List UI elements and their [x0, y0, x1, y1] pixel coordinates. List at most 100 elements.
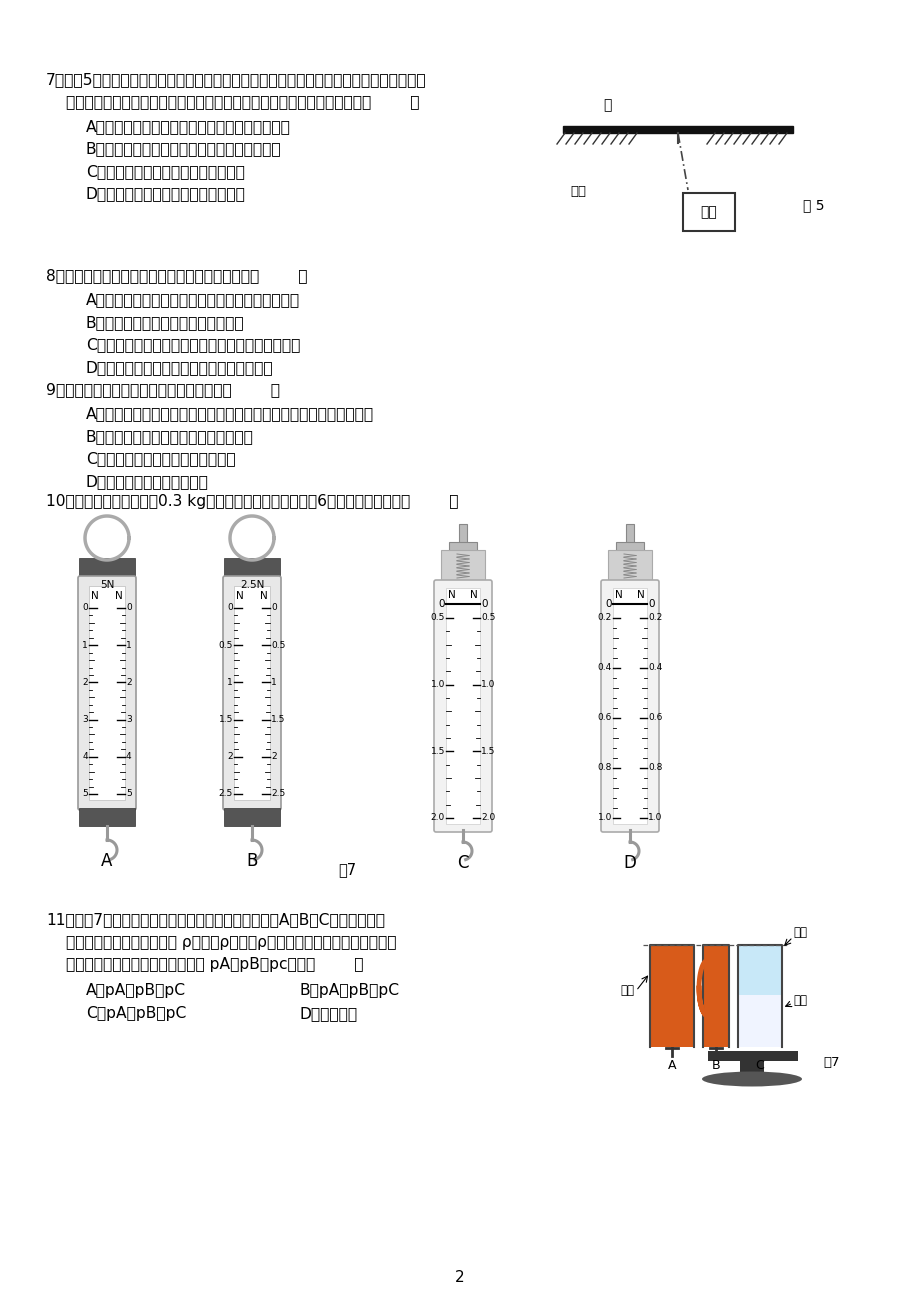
Text: D: D — [623, 854, 636, 872]
Text: 1.0: 1.0 — [481, 680, 494, 689]
FancyBboxPatch shape — [600, 579, 658, 832]
Text: 0: 0 — [271, 604, 277, 612]
Text: 图7: 图7 — [823, 1056, 839, 1069]
Text: 0: 0 — [126, 604, 131, 612]
Text: 水、清水和酒精（已知密度 ρ盐水＞ρ清水＞ρ酒精），三个容器中液面相平，: 水、清水和酒精（已知密度 ρ盐水＞ρ清水＞ρ酒精），三个容器中液面相平， — [66, 935, 396, 949]
Text: 0.4: 0.4 — [647, 664, 662, 673]
Text: 2: 2 — [227, 753, 233, 762]
Text: 0: 0 — [82, 604, 88, 612]
Text: 1.0: 1.0 — [647, 814, 662, 823]
Text: 0.4: 0.4 — [597, 664, 611, 673]
Text: 0: 0 — [481, 599, 487, 609]
Text: A．自行车沿平路匀速前进时，不再踩脚蹬，车还能继续前行一段距离: A．自行车沿平路匀速前进时，不再踩脚蹬，车还能继续前行一段距离 — [85, 406, 374, 422]
Text: 1.0: 1.0 — [430, 680, 445, 689]
Text: 盐水: 盐水 — [619, 984, 633, 997]
Text: D．小车前排乘客使用安全带: D．小车前排乘客使用安全带 — [85, 474, 209, 490]
Text: C: C — [754, 1059, 764, 1072]
Text: 2.0: 2.0 — [430, 814, 445, 823]
Text: 左: 左 — [602, 98, 611, 112]
Text: 细绳: 细绳 — [570, 185, 585, 198]
Text: B．左边桌面对棒左端的支持力和绳对棒的拉力: B．左边桌面对棒左端的支持力和绳对棒的拉力 — [85, 142, 281, 156]
Text: N: N — [91, 591, 98, 602]
Text: N: N — [637, 590, 644, 600]
Text: 10．一个苹果的质量约为0.3 kg，要测量该苹果的重力，图6中最适合的器材是（        ）: 10．一个苹果的质量约为0.3 kg，要测量该苹果的重力，图6中最适合的器材是（… — [46, 493, 458, 509]
Text: 0.6: 0.6 — [597, 713, 611, 723]
Bar — [637, 893, 882, 1078]
Text: B: B — [711, 1059, 720, 1072]
Text: 1: 1 — [126, 641, 131, 650]
Text: 5: 5 — [126, 789, 131, 798]
Text: 4: 4 — [126, 753, 131, 762]
Bar — [625, 523, 633, 553]
Text: 0.5: 0.5 — [271, 641, 285, 650]
Text: 3: 3 — [126, 715, 131, 724]
Text: 0: 0 — [438, 599, 445, 609]
Bar — [440, 549, 484, 585]
Text: 架在两张桌面上，此时硬棒、书包处于静止状态。以下属于二力平衡的是（        ）: 架在两张桌面上，此时硬棒、书包处于静止状态。以下属于二力平衡的是（ ） — [66, 95, 419, 109]
Text: C．下坡时自行车速度越来越大是由于阻力越来越小: C．下坡时自行车速度越来越大是由于阻力越来越小 — [85, 337, 300, 353]
Text: 0.8: 0.8 — [647, 763, 662, 772]
Text: N: N — [236, 591, 244, 602]
Text: B．跳远运动员快速助跑后，能跳得更远: B．跳远运动员快速助跑后，能跳得更远 — [85, 428, 254, 444]
Text: N: N — [614, 590, 622, 600]
Text: D．绳对书包的拉力和书包对绳的拉力: D．绳对书包的拉力和书包对绳的拉力 — [85, 186, 245, 202]
Text: 7．如图5所示，一书包挂在一根轻质硬棒（棒的重量忽略不计）的中间，硬棒左右两端分别: 7．如图5所示，一书包挂在一根轻质硬棒（棒的重量忽略不计）的中间，硬棒左右两端分… — [46, 72, 426, 87]
Bar — [737, 995, 781, 1047]
FancyBboxPatch shape — [434, 579, 492, 832]
Text: C．通过拍打窗帘清除它上面的浮尘: C．通过拍打窗帘清除它上面的浮尘 — [85, 452, 235, 466]
Text: 1: 1 — [271, 678, 277, 687]
Text: 图7: 图7 — [337, 862, 356, 878]
Text: 2: 2 — [83, 678, 88, 687]
Text: A．pA＞pB＞pC: A．pA＞pB＞pC — [85, 983, 186, 999]
Text: 2.5: 2.5 — [271, 789, 285, 798]
Text: 11．如图7所示，三个底部用阀门关闭而不相通的容器A、B、C中分别装有盐: 11．如图7所示，三个底部用阀门关闭而不相通的容器A、B、C中分别装有盐 — [46, 911, 384, 927]
Text: A: A — [101, 852, 112, 870]
Text: 1.0: 1.0 — [597, 814, 611, 823]
Bar — [708, 1051, 797, 1061]
Bar — [562, 126, 792, 133]
Text: A．左边桌面对棒左端的支持力和书包受到的重力: A．左边桌面对棒左端的支持力和书包受到的重力 — [85, 118, 290, 134]
Text: B．自行车转弯时受到的各力相互平衡: B．自行车转弯时受到的各力相互平衡 — [85, 315, 244, 329]
Text: C．绳对书包的拉力和书包受到的重力: C．绳对书包的拉力和书包受到的重力 — [85, 164, 244, 178]
Text: 3: 3 — [82, 715, 88, 724]
Text: A．把手处刻有花纹是为了增大接触面积减小摩擦力: A．把手处刻有花纹是为了增大接触面积减小摩擦力 — [85, 293, 300, 307]
Text: 清水: 清水 — [792, 927, 806, 940]
Text: 2: 2 — [271, 753, 277, 762]
Text: 2: 2 — [455, 1269, 464, 1285]
Text: 5N: 5N — [99, 579, 114, 590]
Text: 8．下列有关自行车结构及使用的说法中正确的是（        ）: 8．下列有关自行车结构及使用的说法中正确的是（ ） — [46, 268, 307, 283]
Text: 容器底部受到各液体的压强分别为 pA、pB、pc，则（        ）: 容器底部受到各液体的压强分别为 pA、pB、pc，则（ ） — [66, 957, 363, 973]
Text: 0.5: 0.5 — [481, 613, 494, 622]
Text: B: B — [246, 852, 257, 870]
Bar — [607, 549, 652, 585]
Text: N: N — [260, 591, 267, 602]
Text: 0.2: 0.2 — [597, 613, 611, 622]
Text: 0: 0 — [227, 604, 233, 612]
Ellipse shape — [701, 1072, 801, 1086]
Text: N: N — [470, 590, 478, 600]
Bar — [702, 945, 728, 1047]
Bar — [459, 523, 467, 553]
Bar — [682, 193, 734, 230]
Text: 1.5: 1.5 — [430, 747, 445, 756]
Text: 0.2: 0.2 — [647, 613, 662, 622]
Bar — [737, 945, 781, 995]
Text: 0.8: 0.8 — [597, 763, 611, 772]
Text: N: N — [115, 591, 123, 602]
FancyBboxPatch shape — [78, 575, 136, 810]
Bar — [233, 586, 269, 799]
Text: 1: 1 — [227, 678, 233, 687]
Text: 1: 1 — [82, 641, 88, 650]
Text: B．pA＜pB＜pC: B．pA＜pB＜pC — [300, 983, 400, 999]
Text: 2.0: 2.0 — [481, 814, 494, 823]
Text: 1.5: 1.5 — [219, 715, 233, 724]
Text: 5: 5 — [82, 789, 88, 798]
Text: 酒精: 酒精 — [792, 995, 806, 1008]
Text: 4: 4 — [83, 753, 88, 762]
Bar — [89, 586, 125, 799]
Text: A: A — [667, 1059, 675, 1072]
Text: 0: 0 — [647, 599, 653, 609]
Bar — [79, 559, 135, 579]
Text: 0.5: 0.5 — [219, 641, 233, 650]
Bar — [616, 542, 643, 552]
